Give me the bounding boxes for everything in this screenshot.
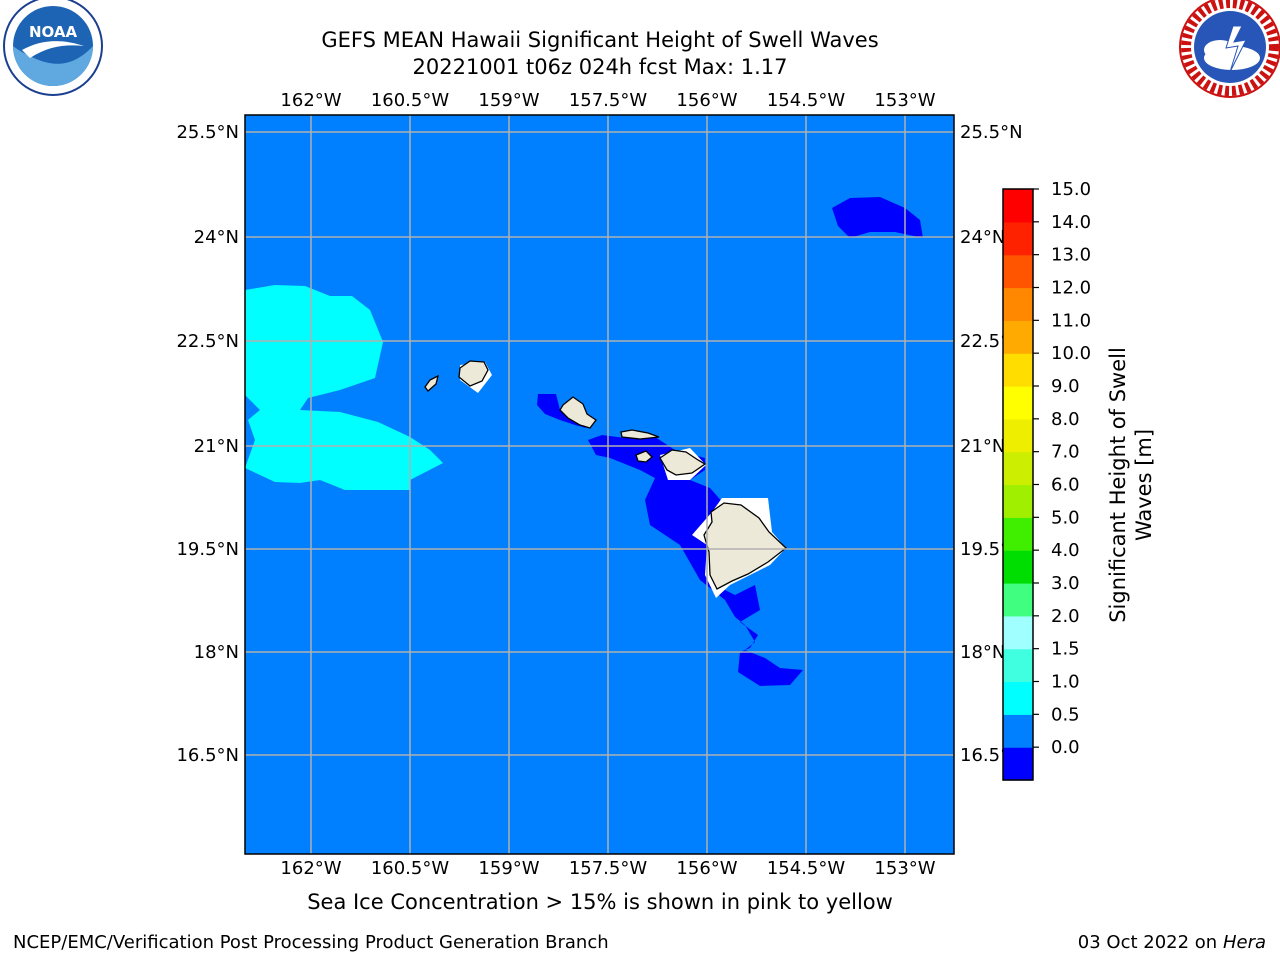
colorbar-label: Significant Height of SwellWaves [m] <box>1106 347 1156 623</box>
lon-label-bottom: 160.5°W <box>371 858 450 879</box>
colorbar-tick-label: 15.0 <box>1051 179 1091 200</box>
colorbar-tick-label: 1.0 <box>1051 672 1080 693</box>
colorbar-swatch <box>1003 451 1033 486</box>
colorbar-swatch <box>1003 189 1033 223</box>
lat-label-left: 22.5°N <box>176 331 239 352</box>
lat-label-right: 18°N <box>960 642 1005 663</box>
lon-label-top: 159°W <box>478 90 539 111</box>
lon-label-top: 156°W <box>676 90 737 111</box>
swell-region-maui-nui-blue <box>588 435 803 686</box>
lon-label-top: 157.5°W <box>569 90 648 111</box>
lat-label-left: 16.5°N <box>176 745 239 766</box>
footer-date: 03 Oct 2022 on Hera <box>1078 932 1266 953</box>
lon-label-bottom: 154.5°W <box>767 858 846 879</box>
colorbar-tick-label: 11.0 <box>1051 310 1091 331</box>
lon-label-top: 160.5°W <box>371 90 450 111</box>
colorbar-label-line2: Waves [m] <box>1132 429 1156 541</box>
colorbar-tick-label: 5.0 <box>1051 507 1080 528</box>
noaa-logo-text: NOAA <box>29 23 78 41</box>
lat-label-right: 21°N <box>960 436 1005 457</box>
colorbar-tick-label: 10.0 <box>1051 343 1091 364</box>
colorbar-tick-label: 0.0 <box>1051 737 1080 758</box>
island-niihau <box>424 374 439 392</box>
colorbar-tick-label: 12.0 <box>1051 278 1091 299</box>
island-oahu <box>559 396 597 429</box>
lat-label-left: 25.5°N <box>176 122 239 143</box>
colorbar-swatch <box>1003 583 1033 617</box>
colorbar-tick-label: 6.0 <box>1051 475 1080 496</box>
colorbar-swatch <box>1003 550 1033 584</box>
colorbar-swatch <box>1003 484 1033 518</box>
island-maui <box>659 449 707 476</box>
lon-label-bottom: 156°W <box>676 858 737 879</box>
colorbar-swatch <box>1003 714 1033 748</box>
colorbar-swatch <box>1003 353 1033 387</box>
footer-host: Hera <box>1222 932 1266 953</box>
colorbar-swatch <box>1003 418 1033 453</box>
colorbar-label-line1: Significant Height of Swell <box>1106 347 1130 623</box>
island-molokai <box>620 429 660 440</box>
lat-label-left: 21°N <box>194 436 239 457</box>
colorbar-tick-label: 8.0 <box>1051 409 1080 430</box>
swell-region-west-cyan <box>245 285 443 490</box>
lat-label-left: 24°N <box>194 227 239 248</box>
lon-label-bottom: 162°W <box>280 858 341 879</box>
chart-title: GEFS MEAN Hawaii Significant Height of S… <box>321 28 879 52</box>
island-kauai <box>458 360 489 387</box>
lon-label-bottom: 153°W <box>874 858 935 879</box>
lon-label-bottom: 159°W <box>478 858 539 879</box>
sea-ice-caption: Sea Ice Concentration > 15% is shown in … <box>307 890 893 914</box>
lat-label-right: 25.5°N <box>960 122 1023 143</box>
colorbar-swatch <box>1003 320 1033 354</box>
colorbar-tick-label: 2.0 <box>1051 606 1080 627</box>
colorbar-tick-label: 0.5 <box>1051 704 1080 725</box>
island-hawaii <box>703 502 787 590</box>
colorbar-swatch <box>1003 386 1033 420</box>
colorbar-swatch <box>1003 287 1033 321</box>
colorbar-swatch <box>1003 254 1033 289</box>
lat-label-right: 24°N <box>960 227 1005 248</box>
colorbar-tick-label: 1.5 <box>1051 639 1080 660</box>
map-frame <box>244 114 955 855</box>
swell-region-northeast-blue <box>832 197 923 238</box>
colorbar-swatch <box>1003 681 1033 715</box>
lon-label-bottom: 157.5°W <box>569 858 648 879</box>
colorbar-swatch <box>1003 648 1033 683</box>
lon-label-top: 154.5°W <box>767 90 846 111</box>
footer-credit: NCEP/EMC/Verification Post Processing Pr… <box>13 932 609 953</box>
colorbar-tick-label: 7.0 <box>1051 442 1080 463</box>
noaa-logo: NOAA <box>3 0 103 96</box>
lat-label-left: 18°N <box>194 642 239 663</box>
colorbar-tick-label: 14.0 <box>1051 212 1091 233</box>
colorbar-tick-label: 3.0 <box>1051 573 1080 594</box>
colorbar-tick-label: 9.0 <box>1051 376 1080 397</box>
colorbar-tick-label: 4.0 <box>1051 540 1080 561</box>
colorbar-swatch <box>1003 615 1033 650</box>
colorbar-swatch <box>1003 747 1033 781</box>
lon-label-top: 162°W <box>280 90 341 111</box>
colorbar: 15.0 14.0 13.0 12.0 11.0 10.0 9.0 8.0 7.0 6.0 5.0 4… <box>1002 179 1156 781</box>
map-layer: 162°W 162°W 160.5°W 160.5°W 159°W 159°W 157.5°… <box>176 90 1022 879</box>
footer-date-text: 03 Oct 2022 on <box>1077 932 1223 953</box>
lon-label-top: 153°W <box>874 90 935 111</box>
nws-logo <box>1179 0 1280 98</box>
colorbar-swatch <box>1003 517 1033 551</box>
colorbar-swatch <box>1003 221 1033 256</box>
chart-subtitle: 20221001 t06z 024h fcst Max: 1.17 <box>412 55 788 79</box>
lat-label-left: 19.5°N <box>176 539 239 560</box>
colorbar-tick-label: 13.0 <box>1051 245 1091 266</box>
island-lanai <box>635 450 653 463</box>
